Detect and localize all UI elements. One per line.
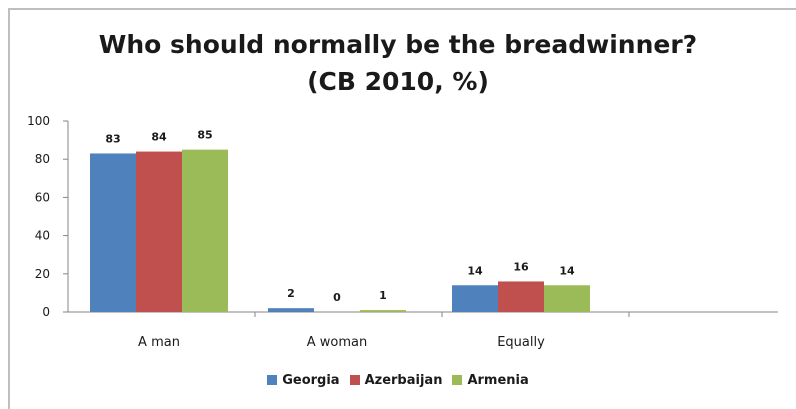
bar-georgia-1 (268, 308, 314, 312)
data-label: 1 (379, 289, 387, 302)
legend-swatch (452, 375, 463, 385)
legend-swatch (267, 375, 278, 385)
chart-title: Who should normally be the breadwinner? (98, 30, 698, 59)
data-label: 83 (105, 132, 120, 145)
legend-label: Azerbaijan (364, 373, 443, 388)
chart-subtitle: (CB 2010, %) (307, 67, 489, 96)
data-label: 14 (467, 264, 483, 277)
bar-azerbaijan-2 (498, 281, 544, 312)
frame-top-border (8, 8, 796, 10)
y-tick-label: 40 (35, 229, 50, 243)
legend-label: Armenia (467, 373, 529, 388)
legend: Georgia Azerbaijan Armenia (0, 373, 796, 388)
y-tick-label: 20 (35, 267, 50, 281)
frame-left-border (8, 8, 10, 409)
y-tick-label: 60 (35, 190, 50, 204)
data-label: 0 (333, 291, 341, 304)
bar-armenia-2 (544, 285, 590, 312)
y-tick-label: 0 (42, 305, 50, 319)
legend-item-georgia: Georgia (267, 373, 340, 388)
bar-armenia-0 (182, 149, 228, 312)
y-tick-label: 80 (35, 152, 50, 166)
bar-armenia-1 (360, 310, 406, 312)
data-label: 84 (151, 131, 167, 144)
x-category-label: A woman (307, 335, 367, 350)
x-category-label: Equally (497, 335, 545, 350)
legend-item-azerbaijan: Azerbaijan (349, 373, 443, 388)
legend-item-armenia: Armenia (452, 373, 529, 388)
bar-azerbaijan-0 (136, 151, 182, 312)
data-label: 16 (513, 260, 529, 273)
bar-georgia-0 (90, 153, 136, 312)
data-label: 14 (559, 264, 575, 277)
bar-georgia-2 (452, 285, 498, 312)
data-label: 85 (197, 129, 212, 142)
legend-label: Georgia (282, 373, 340, 388)
x-category-label: A man (138, 335, 180, 350)
data-label: 2 (287, 287, 295, 300)
legend-swatch (349, 375, 360, 385)
y-tick-label: 100 (27, 114, 50, 128)
